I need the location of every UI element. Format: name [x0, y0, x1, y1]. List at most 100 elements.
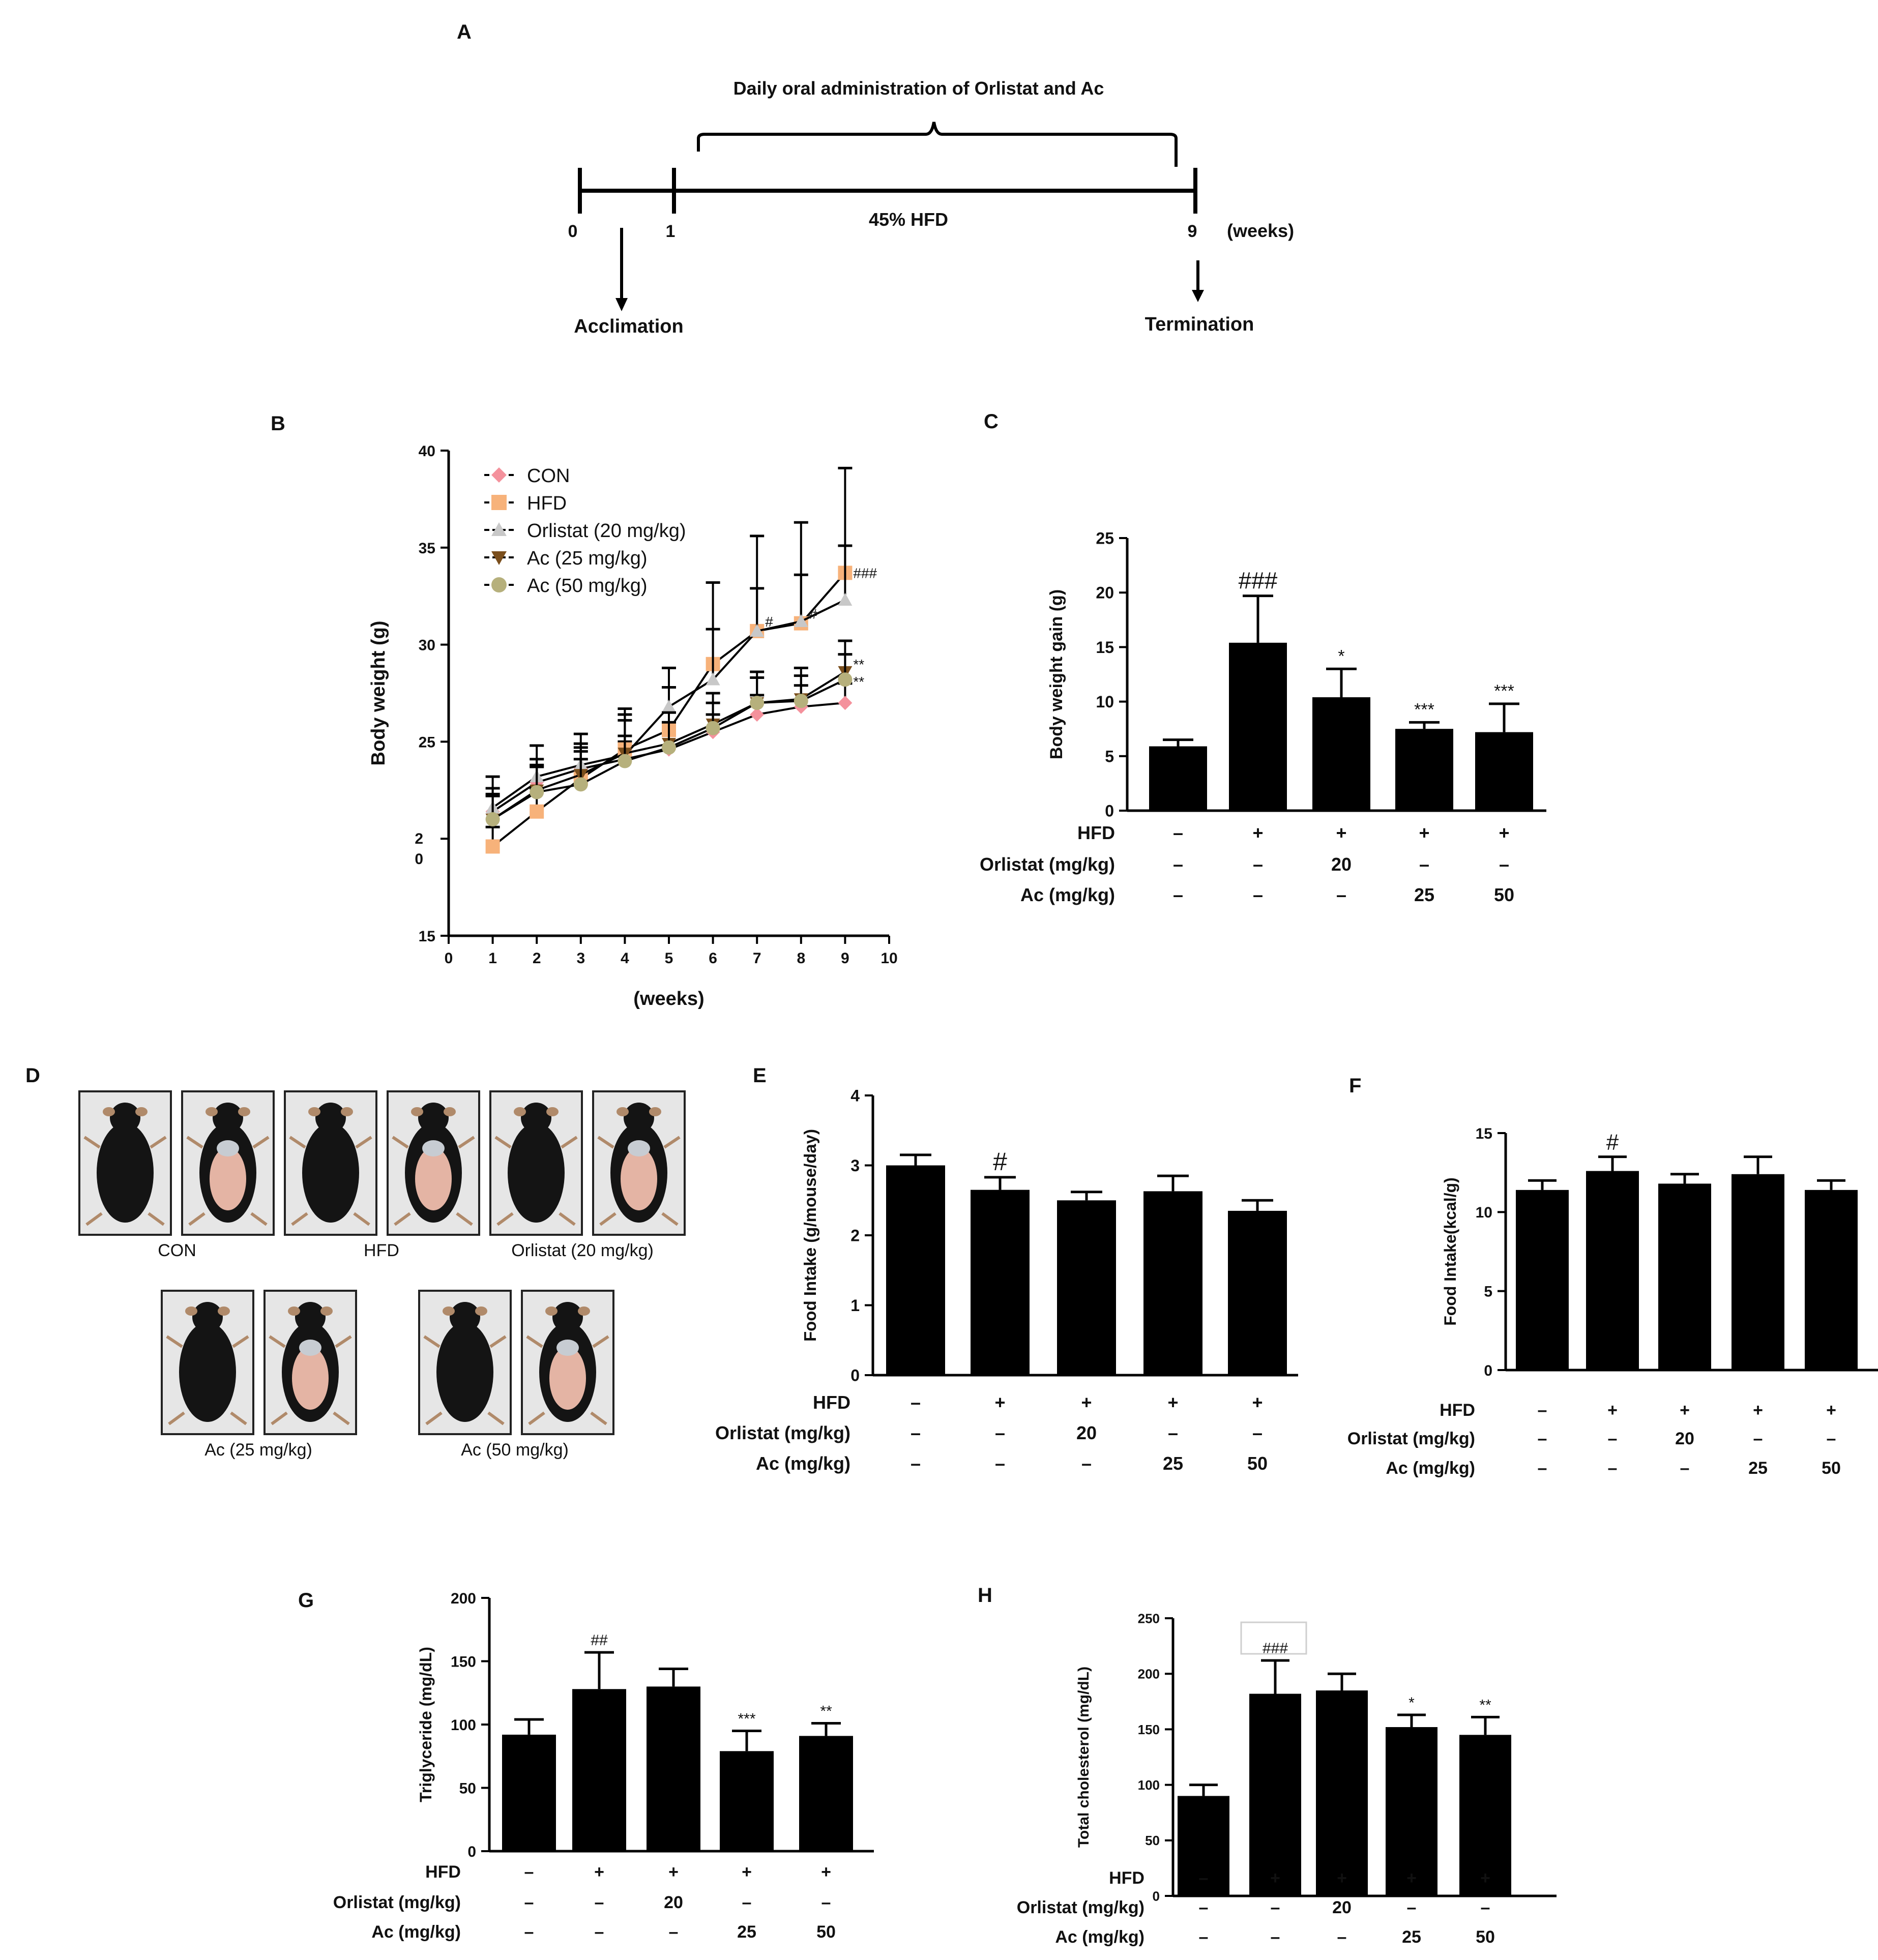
mouse-ear: [218, 1306, 230, 1316]
x-tick-label: 0: [445, 950, 453, 967]
x-tick-label: 3: [576, 950, 585, 967]
treatment-cell: 25: [1748, 1459, 1768, 1478]
photo-group-label: HFD: [364, 1241, 399, 1260]
mouse-tissue: [299, 1340, 321, 1356]
y-tick-label: 0: [1484, 1362, 1492, 1379]
legend-label: Ac (50 mg/kg): [527, 575, 648, 597]
treatment-cell: 25: [1402, 1927, 1421, 1947]
y-axis-label: Food Intake (g/mouse/day): [801, 1129, 819, 1342]
mouse-head: [213, 1103, 243, 1133]
mouse-ear: [308, 1107, 320, 1116]
treatment-cell: +: [1826, 1401, 1836, 1420]
significance-mark: ***: [1414, 700, 1434, 719]
mouse-paw: [150, 1136, 167, 1149]
treatment-cell: –: [1081, 1453, 1092, 1474]
mouse-paw: [333, 1411, 350, 1426]
data-point: [485, 812, 500, 827]
y-tick-label: 50: [1145, 1833, 1160, 1848]
mouse-paw: [271, 1411, 288, 1426]
treatment-cell: –: [911, 1453, 921, 1474]
mouse-ear: [185, 1306, 197, 1316]
mouse-head: [110, 1103, 140, 1133]
mouse-ear: [617, 1107, 629, 1116]
mouse-paw: [597, 1136, 614, 1149]
mouse-paw: [487, 1411, 505, 1426]
x-axis-label: (weeks): [633, 988, 704, 1009]
data-point: [573, 777, 588, 792]
y-tick-label-part: 2: [415, 830, 423, 847]
treatment-cell: +: [1270, 1868, 1280, 1888]
significance-mark: *: [1338, 646, 1344, 666]
treatment-cell: 25: [1414, 884, 1434, 905]
y-axis-label: Food Intake(kcal/g): [1441, 1177, 1459, 1326]
mouse-head: [192, 1302, 223, 1332]
bar: [1586, 1171, 1639, 1370]
mouse-abdomen: [549, 1347, 586, 1410]
y-tick-label: 200: [1138, 1667, 1160, 1682]
acclimation-arrow-head: [615, 298, 628, 311]
y-axis-label: Total cholesterol (mg/dL): [1075, 1667, 1092, 1848]
mouse-photo-dissected: [387, 1090, 480, 1236]
mouse-paw: [496, 1212, 514, 1226]
treatment-row-label: HFD: [813, 1392, 850, 1413]
y-tick-label: 50: [459, 1780, 476, 1797]
mouse-abdomen: [621, 1147, 657, 1210]
data-point: [838, 592, 853, 606]
treatment-cell: –: [1608, 1429, 1618, 1448]
treatment-cell: +: [1607, 1401, 1618, 1420]
panel-letter-d: D: [25, 1064, 40, 1087]
mouse-head: [552, 1302, 583, 1332]
treatment-cell: –: [1538, 1459, 1547, 1478]
treatment-row-label: Ac (mg/kg): [756, 1453, 850, 1474]
treatment-row-label: HFD: [1109, 1868, 1145, 1888]
treatment-cell: +: [1167, 1392, 1178, 1413]
bar: [502, 1734, 556, 1851]
y-tick-label: 100: [451, 1717, 476, 1734]
mouse-ear: [578, 1306, 590, 1316]
mouse-paw: [166, 1335, 183, 1348]
mouse-photo-dissected: [263, 1290, 357, 1435]
y-tick-label: 40: [419, 443, 435, 460]
treatment-cell: –: [1499, 854, 1509, 875]
mouse-ear: [545, 1306, 557, 1316]
y-tick-label: 4: [850, 1087, 860, 1105]
significance-mark: **: [853, 674, 864, 690]
panel-letter-e: E: [753, 1064, 767, 1087]
mouse-tissue: [628, 1140, 650, 1156]
legend-label: HFD: [527, 493, 567, 514]
photo-group-label: Orlistat (20 mg/kg): [511, 1241, 654, 1260]
bar: [1459, 1735, 1511, 1896]
treatment-cell: –: [1753, 1429, 1763, 1448]
treatment-cell: +: [1753, 1401, 1763, 1420]
y-tick-label: 0: [1105, 802, 1114, 820]
treatment-cell: –: [821, 1893, 831, 1912]
timeline-diet-label: 45% HFD: [869, 209, 948, 230]
data-point: [794, 614, 808, 628]
y-tick-label: 15: [419, 928, 435, 945]
mouse-head: [521, 1103, 551, 1133]
panel-e: E 0 1 2 3 4 Food Intake (g/mouse/day) # HFD – + + +…: [715, 1064, 1298, 1474]
timeline-unit: (weeks): [1227, 220, 1294, 241]
treatment-cell: –: [1252, 1422, 1263, 1443]
mouse-paw: [85, 1212, 103, 1226]
mouse-body: [302, 1123, 359, 1223]
treatment-cell: –: [742, 1893, 752, 1912]
mouse-ear: [103, 1107, 115, 1116]
mouse-tissue: [422, 1140, 445, 1156]
y-tick-label: 15: [1476, 1125, 1492, 1142]
mouse-tissue: [556, 1340, 579, 1356]
mouse-head: [295, 1302, 326, 1332]
treatment-cell: 20: [664, 1893, 683, 1912]
treatment-cell: 20: [1331, 854, 1352, 875]
panel-f: F 0 5 10 15 Food Intake(kcal/g) # HFD – + + + + Orli…: [1347, 1075, 1878, 1478]
significance-box: [1240, 1621, 1307, 1655]
y-tick-label: 10: [1096, 693, 1114, 711]
treatment-cell: –: [595, 1922, 604, 1942]
treatment-cell: 50: [816, 1922, 836, 1942]
treatment-cell: 20: [1675, 1429, 1694, 1448]
mouse-paw: [394, 1212, 411, 1226]
